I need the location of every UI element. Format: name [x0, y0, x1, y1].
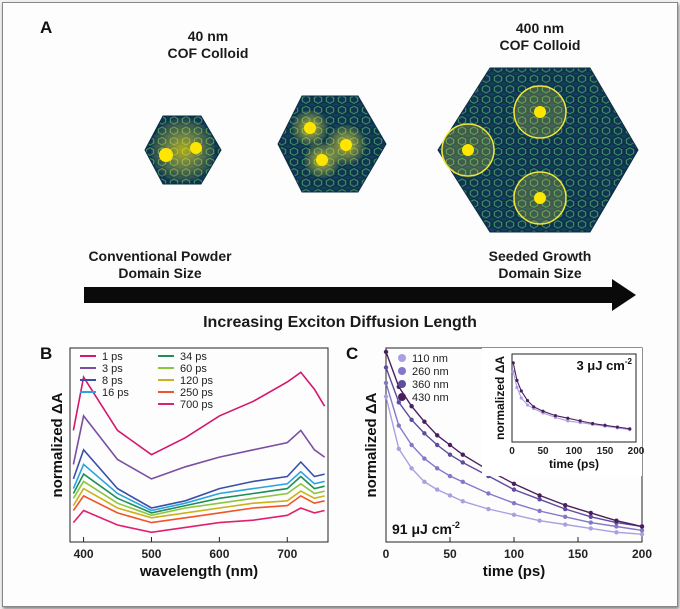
right-domain-line1: Seeded Growth	[488, 248, 592, 264]
legend-label: 60 ps	[180, 363, 207, 375]
legend-label: 700 ps	[180, 399, 214, 411]
legend-marker	[398, 393, 406, 401]
legend-label: 3 ps	[102, 363, 123, 375]
small-colloid	[144, 115, 222, 185]
series-line	[72, 463, 325, 512]
panel-b-letter: B	[40, 344, 53, 363]
legend-label: 110 nm	[412, 353, 448, 365]
series-line	[72, 472, 325, 514]
x-tick-label: 400	[74, 547, 94, 561]
panel-b-chart: 400 500 600 700 wavelength (nm) normalized ΔA…	[49, 347, 329, 580]
exciton-arrow	[84, 279, 636, 311]
inset-x-tick-label: 100	[566, 446, 583, 457]
x-tick-label: 500	[141, 547, 161, 561]
y-axis-label: normalized ΔA	[49, 392, 66, 497]
right-colloid-kind: COF Colloid	[499, 37, 581, 53]
inset-frame	[511, 353, 637, 443]
legend-label: 1 ps	[102, 351, 123, 363]
medium-colloid	[277, 95, 387, 193]
legend-label: 260 nm	[412, 366, 449, 378]
fit-line	[385, 382, 643, 532]
legend-label: 430 nm	[412, 392, 449, 404]
right-domain-line2: Domain Size	[498, 265, 582, 281]
series-line	[72, 448, 325, 509]
inset-x-tick-label: 0	[509, 446, 515, 457]
left-colloid-kind: COF Colloid	[167, 45, 249, 61]
panel-a-letter: A	[40, 18, 53, 37]
fit-line	[385, 396, 643, 535]
series-line	[72, 494, 325, 524]
left-domain-line1: Conventional Powder	[88, 248, 232, 264]
inset-x-tick-label: 200	[628, 446, 645, 457]
legend-marker	[398, 354, 406, 362]
x-axis-label: wavelength (nm)	[139, 563, 258, 580]
arrow-label: Increasing Exciton Diffusion Length	[203, 314, 477, 331]
fluence-annotation-sup: -2	[452, 520, 460, 530]
right-colloid-size: 400 nm	[515, 20, 565, 36]
panel-c-chart: 0 50 100 150 200 time (ps) normalized ΔA 110 nm…	[363, 347, 652, 580]
series-line	[72, 371, 326, 456]
legend-label: 120 ps	[180, 375, 214, 387]
inset-x-axis-label: time (ps)	[549, 457, 599, 471]
legend-label: 8 ps	[102, 375, 123, 387]
fluence-annotation: 91 μJ cm-2	[392, 520, 460, 537]
legend-label: 250 ps	[180, 387, 214, 399]
inset-fluence-annotation-sup: -2	[625, 357, 633, 366]
series-line	[72, 414, 326, 480]
data-point	[639, 532, 645, 537]
panel-c-letter: C	[346, 344, 359, 363]
series-line	[72, 480, 325, 517]
inset-fluence-annotation: 3 μJ cm-2	[576, 357, 632, 373]
legend-label: 16 ps	[102, 387, 129, 399]
fit-line	[385, 351, 643, 528]
legend-label: 360 nm	[412, 379, 449, 391]
left-colloid-size: 40 nm	[187, 28, 229, 44]
plot-frame	[69, 347, 329, 543]
legend-marker	[398, 367, 406, 375]
x-tick-label: 150	[568, 547, 588, 561]
x-tick-label: 600	[209, 547, 229, 561]
x-tick-label: 0	[383, 547, 390, 561]
legend-label: 34 ps	[180, 351, 207, 363]
fit-line	[385, 367, 643, 528]
x-tick-label: 200	[632, 547, 652, 561]
inset-y-axis-label: normalized ΔA	[493, 356, 507, 440]
series-line	[72, 487, 325, 519]
large-colloid	[437, 67, 639, 233]
inset-fit-line	[512, 362, 630, 430]
series-line	[72, 507, 325, 534]
left-colloid-label: 40 nm COF Colloid	[148, 28, 268, 62]
y-axis-label: normalized ΔA	[363, 392, 380, 497]
left-domain-label: Conventional Powder Domain Size	[70, 248, 250, 282]
left-domain-line2: Domain Size	[118, 265, 202, 281]
legend-marker	[398, 380, 406, 388]
x-tick-label: 700	[277, 547, 297, 561]
inset-background	[482, 348, 642, 476]
x-axis-label: time (ps)	[483, 563, 546, 580]
right-domain-label: Seeded Growth Domain Size	[440, 248, 640, 282]
x-tick-label: 100	[504, 547, 524, 561]
inset-x-tick-label: 50	[537, 446, 549, 457]
x-tick-label: 50	[443, 547, 457, 561]
right-colloid-label: 400 nm COF Colloid	[440, 20, 640, 54]
inset-x-tick-label: 150	[597, 446, 614, 457]
panel-a-illustration	[84, 67, 639, 311]
